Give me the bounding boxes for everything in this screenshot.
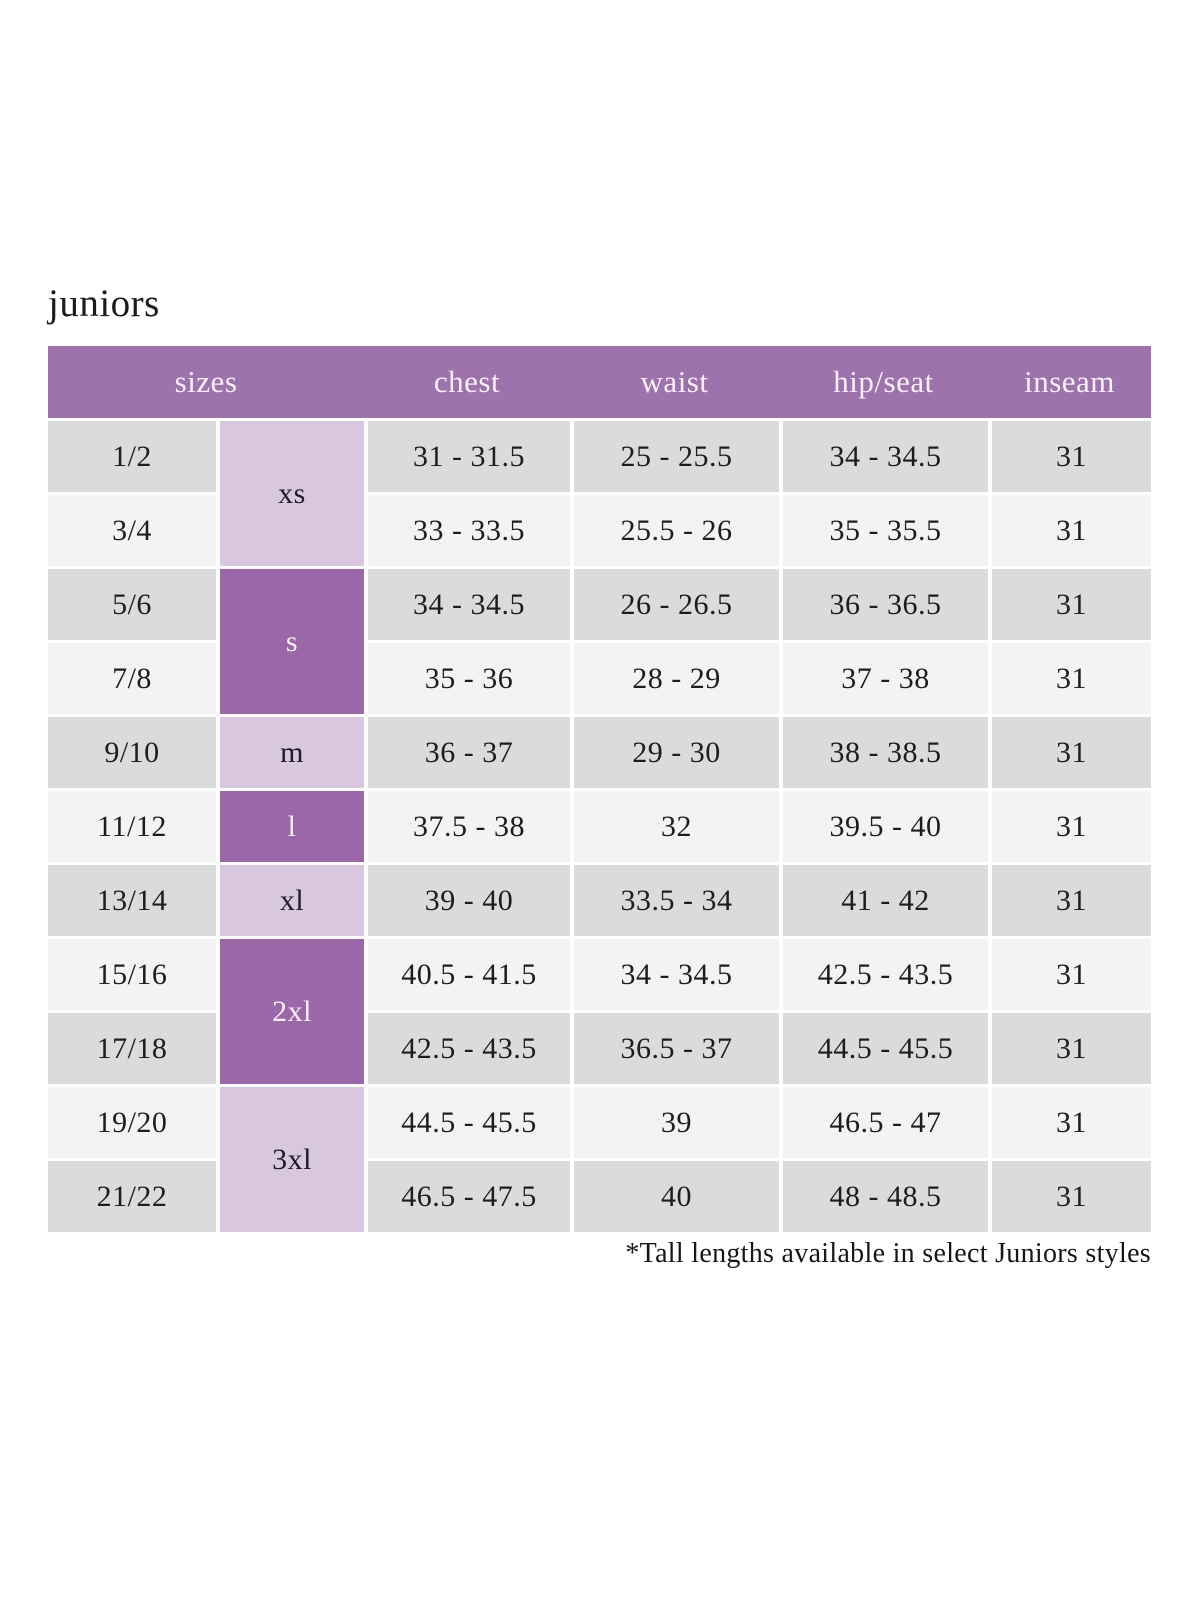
page-title: juniors (48, 282, 160, 325)
table-row: 19/20 3xl 44.5 - 45.5 39 46.5 - 47 31 (48, 1084, 1152, 1232)
table-header-row: sizes chest waist hip/seat inseam (48, 346, 1152, 418)
size-chart-section: juniors sizes chest waist hip/seat inseam 1/… (48, 280, 1152, 1270)
waist-cell: 34 - 34.5 (570, 936, 780, 1010)
inseam-cell: 31 (988, 862, 1152, 936)
numeric-size-cell: 11/12 (48, 788, 216, 862)
chest-cell: 34 - 34.5 (364, 566, 571, 640)
chest-cell: 44.5 - 45.5 (364, 1084, 571, 1158)
hip-seat-cell: 42.5 - 43.5 (779, 936, 989, 1010)
column-header-inseam: inseam (988, 346, 1152, 418)
hip-seat-cell: 39.5 - 40 (779, 788, 989, 862)
waist-cell: 33.5 - 34 (570, 862, 780, 936)
chest-cell: 39 - 40 (364, 862, 571, 936)
numeric-size-cell: 3/4 (48, 492, 216, 566)
inseam-cell: 31 (988, 1084, 1152, 1158)
tall-lengths-footnote: *Tall lengths available in select Junior… (625, 1238, 1151, 1269)
inseam-cell: 31 (988, 418, 1152, 492)
numeric-size-cell: 17/18 (48, 1010, 216, 1084)
numeric-size-cell: 5/6 (48, 566, 216, 640)
numeric-size-cell: 15/16 (48, 936, 216, 1010)
table-row: 5/6 s 34 - 34.5 26 - 26.5 36 - 36.5 31 (48, 566, 1152, 714)
letter-size-cell: xs (216, 418, 365, 566)
letter-size-cell: 3xl (216, 1084, 365, 1232)
waist-cell: 40 (570, 1158, 780, 1232)
juniors-size-chart-table: sizes chest waist hip/seat inseam 1/2 xs 31 - … (48, 346, 1152, 1232)
inseam-cell: 31 (988, 936, 1152, 1010)
hip-seat-cell: 38 - 38.5 (779, 714, 989, 788)
table-row: 3/4 33 - 33.5 25.5 - 26 35 - 35.5 31 (48, 492, 1152, 566)
chest-cell: 40.5 - 41.5 (364, 936, 571, 1010)
hip-seat-cell: 44.5 - 45.5 (779, 1010, 989, 1084)
inseam-cell: 31 (988, 566, 1152, 640)
hip-seat-cell: 34 - 34.5 (779, 418, 989, 492)
numeric-size-cell: 1/2 (48, 418, 216, 492)
table-row: 1/2 xs 31 - 31.5 25 - 25.5 34 - 34.5 31 (48, 418, 1152, 566)
numeric-size-cell: 7/8 (48, 640, 216, 714)
numeric-size-cell: 13/14 (48, 862, 216, 936)
column-header-sizes: sizes (48, 346, 365, 418)
inseam-cell: 31 (988, 1010, 1152, 1084)
numeric-size-cell: 19/20 (48, 1084, 216, 1158)
letter-size-cell: xl (216, 862, 365, 936)
chest-cell: 33 - 33.5 (364, 492, 571, 566)
table-row: 11/12 l 37.5 - 38 32 39.5 - 40 31 (48, 788, 1152, 862)
column-header-waist: waist (570, 346, 780, 418)
chest-cell: 46.5 - 47.5 (364, 1158, 571, 1232)
waist-cell: 32 (570, 788, 780, 862)
waist-cell: 28 - 29 (570, 640, 780, 714)
chest-cell: 35 - 36 (364, 640, 571, 714)
waist-cell: 25.5 - 26 (570, 492, 780, 566)
numeric-size-cell: 9/10 (48, 714, 216, 788)
hip-seat-cell: 41 - 42 (779, 862, 989, 936)
table-row: 17/18 42.5 - 43.5 36.5 - 37 44.5 - 45.5 31 (48, 1010, 1152, 1084)
column-header-chest: chest (364, 346, 571, 418)
table-row: 21/22 46.5 - 47.5 40 48 - 48.5 31 (48, 1158, 1152, 1232)
inseam-cell: 31 (988, 1158, 1152, 1232)
column-header-hip-seat: hip/seat (779, 346, 989, 418)
waist-cell: 29 - 30 (570, 714, 780, 788)
table-row: 9/10 m 36 - 37 29 - 30 38 - 38.5 31 (48, 714, 1152, 788)
inseam-cell: 31 (988, 492, 1152, 566)
chest-cell: 36 - 37 (364, 714, 571, 788)
table-row: 13/14 xl 39 - 40 33.5 - 34 41 - 42 31 (48, 862, 1152, 936)
hip-seat-cell: 46.5 - 47 (779, 1084, 989, 1158)
table-body: 1/2 xs 31 - 31.5 25 - 25.5 34 - 34.5 31 3/4 33 … (48, 418, 1152, 1232)
hip-seat-cell: 35 - 35.5 (779, 492, 989, 566)
chest-cell: 31 - 31.5 (364, 418, 571, 492)
waist-cell: 26 - 26.5 (570, 566, 780, 640)
letter-size-cell: m (216, 714, 365, 788)
waist-cell: 25 - 25.5 (570, 418, 780, 492)
numeric-size-cell: 21/22 (48, 1158, 216, 1232)
table-row: 15/16 2xl 40.5 - 41.5 34 - 34.5 42.5 - 43.5 3… (48, 936, 1152, 1084)
letter-size-cell: s (216, 566, 365, 714)
chest-cell: 37.5 - 38 (364, 788, 571, 862)
letter-size-cell: 2xl (216, 936, 365, 1084)
inseam-cell: 31 (988, 640, 1152, 714)
hip-seat-cell: 48 - 48.5 (779, 1158, 989, 1232)
inseam-cell: 31 (988, 714, 1152, 788)
inseam-cell: 31 (988, 788, 1152, 862)
table-row: 7/8 35 - 36 28 - 29 37 - 38 31 (48, 640, 1152, 714)
hip-seat-cell: 36 - 36.5 (779, 566, 989, 640)
hip-seat-cell: 37 - 38 (779, 640, 989, 714)
letter-size-cell: l (216, 788, 365, 862)
chest-cell: 42.5 - 43.5 (364, 1010, 571, 1084)
waist-cell: 36.5 - 37 (570, 1010, 780, 1084)
waist-cell: 39 (570, 1084, 780, 1158)
